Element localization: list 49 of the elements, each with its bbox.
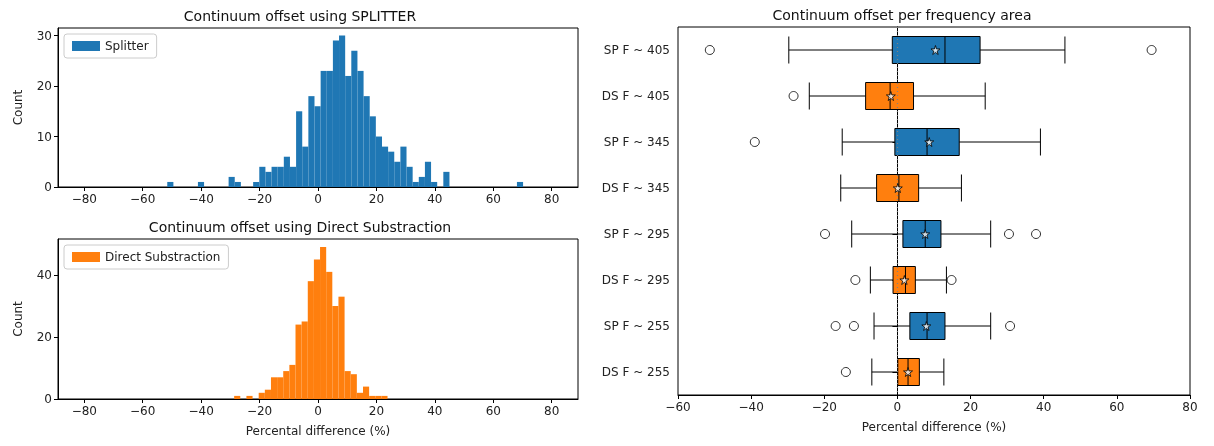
x-tick-label: 80	[544, 192, 560, 206]
x-tick-label: 40	[1036, 400, 1052, 414]
y-tick-label: SP F ~ 345	[603, 135, 670, 149]
y-axis-title: Count	[11, 300, 25, 337]
x-tick-label: 60	[1109, 400, 1125, 414]
y-tick-label: SP F ~ 255	[603, 319, 670, 333]
y-tick-label: DS F ~ 255	[601, 365, 670, 379]
x-tick-label: 0	[314, 404, 322, 418]
x-tick-label: 40	[427, 404, 443, 418]
legend-label: Direct Substraction	[105, 250, 221, 264]
x-tick-label: 60	[485, 404, 501, 418]
x-tick-label: −20	[246, 192, 273, 206]
y-tick-label: DS F ~ 295	[601, 273, 670, 287]
x-axis-title: Percental difference (%)	[861, 420, 1007, 434]
y-tick-label: 20	[36, 329, 52, 344]
x-tick-label: −60	[665, 400, 691, 414]
x-tick-label: −60	[130, 404, 156, 418]
x-tick-label: 20	[368, 404, 385, 418]
chart-title: Continuum offset using Direct Substraction	[148, 219, 452, 235]
y-tick-label: DS F ~ 405	[601, 89, 670, 103]
y-tick-label: 30	[36, 28, 52, 43]
x-tick-label: 60	[485, 192, 501, 206]
x-tick-label: 0	[314, 192, 322, 206]
legend-label: Splitter	[105, 39, 149, 53]
x-tick-label: −80	[71, 192, 97, 206]
x-tick-label: −20	[246, 404, 273, 418]
y-tick-label: SP F ~ 295	[603, 227, 670, 241]
x-tick-label: 40	[427, 192, 443, 206]
y-axis-title: Count	[11, 89, 25, 126]
x-tick-label: 80	[544, 404, 560, 418]
y-tick-label: 0	[44, 180, 52, 194]
chart-title: Continuum offset using SPLITTER	[183, 8, 417, 24]
y-tick-label: DS F ~ 345	[601, 181, 670, 195]
x-tick-label: 80	[1182, 400, 1198, 414]
y-tick-label: 20	[36, 79, 52, 94]
y-tick-label: SP F ~ 405	[603, 43, 670, 57]
x-tick-label: −20	[811, 400, 837, 414]
x-tick-label: −60	[130, 192, 156, 206]
x-tick-label: 20	[368, 192, 385, 206]
x-tick-label: 0	[893, 400, 902, 414]
x-axis-title: Percental difference (%)	[245, 424, 391, 438]
x-tick-label: −40	[188, 404, 214, 418]
x-tick-label: −40	[188, 192, 214, 206]
x-tick-label: 20	[962, 400, 979, 414]
x-tick-label: −80	[71, 404, 97, 418]
x-tick-label: −40	[738, 400, 764, 414]
y-tick-label: 40	[36, 267, 52, 282]
chart-title: Continuum offset per frequency area	[772, 7, 1032, 23]
y-tick-label: 10	[36, 129, 52, 144]
